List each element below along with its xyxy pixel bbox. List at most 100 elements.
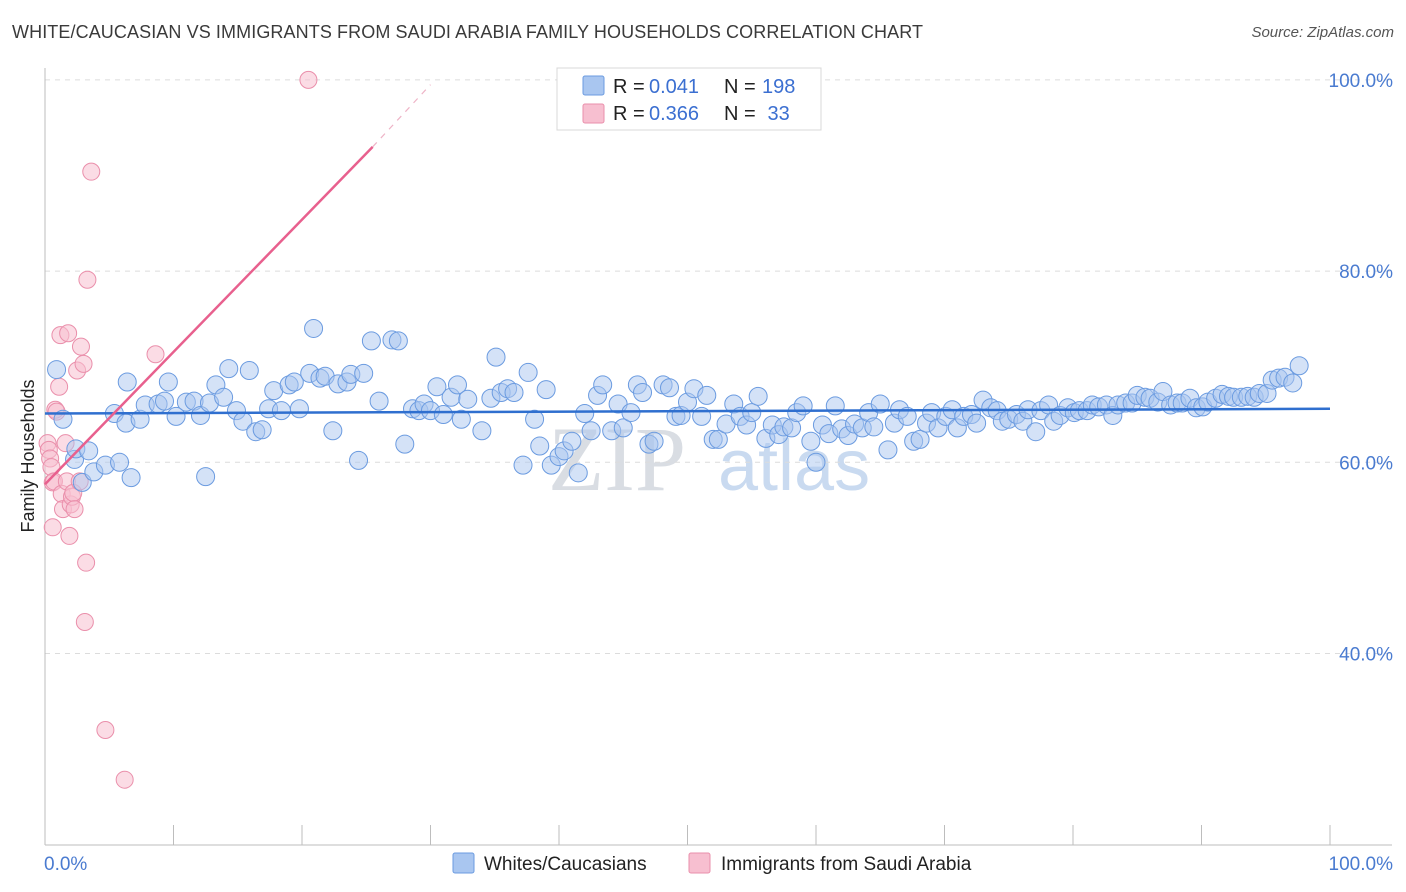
data-point-whites [806, 452, 826, 472]
data-point-immigrants [59, 324, 78, 343]
data-point-whites [742, 403, 762, 423]
chart-title: WHITE/CAUCASIAN VS IMMIGRANTS FROM SAUDI… [12, 22, 924, 42]
legend: R = 0.041 N = 198 R = 0.366 N = 33 [556, 67, 822, 131]
data-point-whites [870, 394, 890, 414]
legend-n-value: 33 [762, 103, 790, 125]
data-point-whites [289, 399, 309, 419]
bottom-legend-label-whites: Whites/Caucasians [484, 854, 647, 875]
y-tick-label: 60.0% [1339, 453, 1393, 474]
data-point-immigrants [43, 518, 62, 537]
data-point-whites [284, 372, 304, 392]
data-point-whites [252, 420, 272, 440]
x-tick-labels: 0.0% 100.0% [44, 854, 1393, 875]
bottom-legend-swatch-whites [452, 852, 475, 874]
data-point-whites [878, 440, 898, 460]
data-point-whites [910, 429, 930, 449]
x-tick-label: 0.0% [44, 854, 87, 875]
data-point-whites [593, 375, 613, 395]
data-point-whites [518, 362, 538, 382]
data-point-immigrants [74, 354, 93, 373]
data-point-whites [748, 386, 768, 406]
legend-r-label: R = [613, 76, 645, 98]
legend-n-label: N = [724, 103, 756, 125]
data-point-whites [214, 387, 234, 407]
data-point-whites [581, 421, 601, 441]
data-point-whites [117, 372, 137, 392]
data-point-whites [1026, 422, 1046, 442]
data-point-whites [575, 404, 595, 424]
data-point-whites [793, 396, 813, 416]
data-point-whites [472, 421, 492, 441]
data-point-whites [697, 385, 717, 405]
data-point-whites [121, 468, 141, 488]
data-point-whites [864, 417, 884, 437]
data-point-whites [1283, 373, 1303, 393]
data-point-whites [708, 429, 728, 449]
trend-lines [44, 84, 1331, 486]
data-point-whites [53, 409, 73, 429]
data-point-whites [1289, 356, 1309, 376]
x-tick-label: 100.0% [1329, 854, 1394, 875]
legend-r-label: R = [613, 103, 645, 125]
chart-source: Source: ZipAtlas.com [1251, 24, 1394, 41]
trend-line-immigrants [44, 145, 374, 486]
data-point-immigrants [78, 270, 97, 289]
data-point-whites [613, 418, 633, 438]
y-tick-label: 40.0% [1339, 645, 1393, 666]
data-point-whites [525, 409, 545, 429]
y-tick-label: 80.0% [1339, 262, 1393, 283]
data-point-immigrants [82, 162, 101, 181]
data-point-whites [530, 436, 550, 456]
data-point-whites [110, 452, 130, 472]
data-point-whites [158, 372, 178, 392]
data-point-whites [451, 409, 471, 429]
data-point-whites [967, 413, 987, 433]
data-point-whites [219, 359, 239, 379]
data-point-whites [196, 467, 216, 487]
data-point-whites [433, 405, 453, 424]
trend-line-immigrants-extension [372, 84, 431, 148]
data-point-whites [504, 383, 524, 403]
data-point-whites [633, 383, 653, 403]
data-point-immigrants [96, 720, 115, 739]
data-point-immigrants [60, 526, 79, 545]
bottom-legend: Whites/Caucasians Immigrants from Saudi … [452, 852, 972, 875]
data-point-whites [388, 331, 408, 351]
data-point-whites [513, 455, 533, 475]
data-point-immigrants [299, 70, 318, 89]
legend-n-label: N = [724, 76, 756, 98]
data-point-whites [323, 421, 343, 441]
data-point-whites [536, 380, 556, 400]
data-point-whites [562, 431, 582, 451]
data-point-whites [568, 463, 588, 483]
data-point-whites [458, 389, 478, 409]
data-point-whites [825, 396, 845, 416]
legend-n-value: 198 [762, 76, 795, 98]
y-tick-labels: 40.0% 60.0% 80.0% 100.0% [1329, 71, 1394, 666]
data-point-immigrants [146, 345, 165, 364]
data-point-whites [897, 406, 917, 426]
legend-swatch-whites [582, 75, 605, 96]
trend-line-whites [44, 407, 1331, 415]
data-point-whites [369, 391, 389, 411]
data-point-whites [801, 431, 821, 451]
data-point-whites [79, 441, 99, 461]
bottom-legend-swatch-immigrants [688, 852, 711, 874]
data-point-whites [271, 401, 291, 421]
y-tick-label: 100.0% [1329, 71, 1394, 92]
legend-r-value: 0.041 [649, 76, 699, 98]
data-point-whites [427, 377, 447, 397]
data-point-whites [155, 391, 175, 411]
data-point-immigrants [75, 612, 94, 631]
legend-r-value: 0.366 [649, 103, 699, 125]
data-point-immigrants [71, 337, 90, 356]
data-point-whites [644, 431, 664, 451]
data-point-immigrants [77, 553, 96, 572]
data-point-immigrants [50, 377, 69, 396]
data-point-whites [239, 361, 259, 381]
data-point-immigrants [65, 500, 84, 519]
legend-swatch-immigrants [582, 103, 605, 124]
data-point-whites [660, 378, 680, 398]
data-point-whites [349, 450, 369, 470]
